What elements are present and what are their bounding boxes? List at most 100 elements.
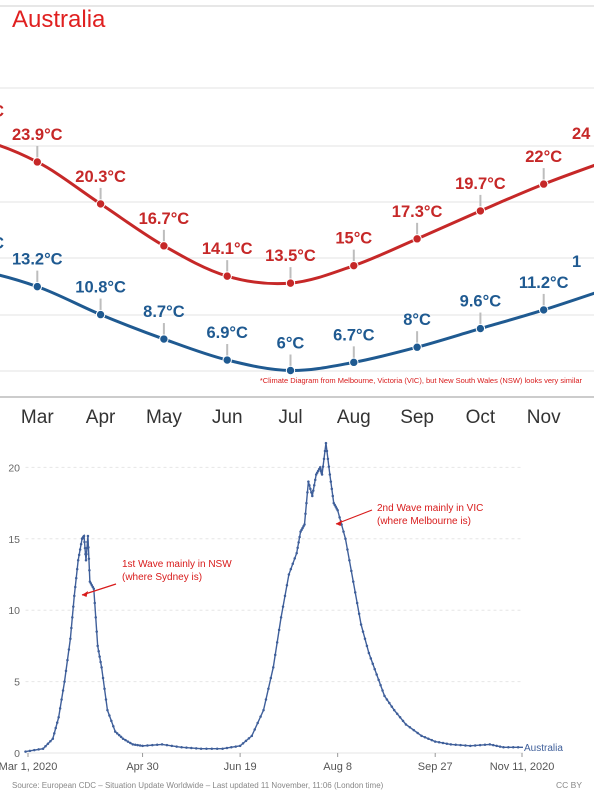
month-label: Mar	[21, 407, 54, 428]
cases-point	[57, 716, 60, 719]
min-temp-data-label: 6°C	[277, 335, 305, 353]
cases-point	[309, 487, 312, 491]
min-temp-point	[32, 281, 42, 292]
cases-point	[119, 735, 123, 739]
cases-point	[401, 719, 405, 723]
cases-point	[502, 746, 505, 749]
cases-point	[100, 666, 103, 669]
cases-point	[430, 738, 434, 742]
cases-point	[369, 657, 373, 660]
cases-point	[359, 623, 363, 626]
cases-point	[313, 478, 317, 482]
max-temp-point	[285, 278, 296, 288]
x-tick-label: Sep 27	[418, 761, 453, 773]
x-tick-label: Apr 30	[126, 761, 158, 773]
cases-point	[83, 540, 86, 544]
cases-point	[269, 676, 273, 680]
cases-point	[296, 546, 299, 549]
cases-point	[338, 516, 341, 519]
cases-point	[449, 743, 453, 746]
cases-point	[88, 568, 91, 572]
cases-point	[86, 540, 89, 544]
cases-point	[92, 587, 96, 591]
cases-point	[41, 747, 45, 750]
cases-point	[24, 750, 27, 753]
cases-point	[75, 567, 79, 571]
cases-point	[363, 637, 367, 641]
cases-point	[155, 743, 159, 747]
cases-point	[390, 705, 394, 708]
cases-point	[98, 655, 101, 658]
cases-point	[483, 743, 487, 747]
month-label: Jul	[278, 407, 302, 428]
cases-point	[327, 465, 331, 468]
y-tick-label: 20	[8, 462, 20, 474]
cases-point	[331, 494, 335, 498]
cases-point	[323, 449, 327, 453]
cases-point	[322, 457, 326, 461]
page-title: Australia	[12, 6, 106, 33]
cases-point	[437, 741, 441, 744]
cases-point	[350, 569, 353, 573]
cases-point	[160, 743, 164, 746]
cases-point	[459, 743, 462, 747]
cases-point	[69, 637, 72, 641]
cases-point	[37, 748, 40, 751]
cases-point	[373, 667, 376, 671]
cases-point	[136, 743, 139, 747]
min-temp-point	[412, 342, 422, 352]
cases-point	[427, 737, 430, 740]
cases-point	[491, 743, 495, 747]
cases-point	[221, 747, 224, 750]
cases-point	[285, 583, 289, 587]
cases-point	[96, 644, 99, 648]
month-label: May	[146, 407, 182, 428]
source-note: Source: European CDC – Situation Update …	[12, 781, 384, 790]
cases-point	[87, 557, 91, 561]
cases-point	[377, 678, 380, 682]
cases-point	[297, 541, 300, 544]
cases-point	[28, 749, 32, 753]
max-temp-data-label: 14.1°C	[202, 240, 253, 258]
cases-point	[264, 698, 268, 701]
cases-point	[388, 701, 391, 705]
cases-point	[495, 744, 498, 748]
first-wave-annotation-arrowhead	[82, 591, 88, 597]
cases-point	[133, 743, 137, 747]
first-wave-annotation-text: 1st Wave mainly in NSW	[122, 559, 232, 570]
x-tick-label: Aug 8	[323, 761, 352, 773]
cases-point	[275, 641, 279, 644]
x-tick-label: Jun 19	[224, 761, 257, 773]
cases-point	[326, 457, 330, 461]
min-temp-point	[475, 323, 486, 334]
cases-point	[395, 712, 399, 715]
cases-point	[74, 585, 77, 589]
cases-point	[99, 660, 102, 664]
cases-point	[478, 743, 482, 747]
cases-point	[121, 737, 125, 740]
cases-point	[230, 746, 233, 749]
min-temp-data-label: 10.8°C	[75, 279, 126, 297]
cases-point	[367, 651, 371, 655]
min-temp-point	[539, 305, 549, 315]
climate-chart: MarAprMayJunJulAugSepOctNovD°C23.9°C20.3…	[0, 5, 594, 428]
cases-point	[342, 530, 345, 533]
cases-point	[67, 648, 71, 651]
cases-point	[385, 698, 389, 701]
cases-point	[404, 723, 408, 726]
max-temp-point	[159, 241, 169, 251]
cases-point	[84, 558, 88, 562]
cases-point	[408, 726, 412, 729]
second-wave-annotation-arrowhead	[336, 520, 342, 526]
max-temp-data-label: 19.7°C	[455, 175, 506, 193]
cases-point	[76, 558, 80, 562]
cases-point	[85, 552, 88, 556]
cases-point	[298, 535, 301, 539]
max-temp-data-label: 20.3°C	[75, 168, 126, 186]
min-temp-point	[349, 357, 359, 368]
max-temp-data-label: 24	[572, 125, 591, 143]
cases-point	[64, 669, 68, 673]
cases-point	[250, 734, 254, 738]
cases-point	[312, 489, 315, 492]
